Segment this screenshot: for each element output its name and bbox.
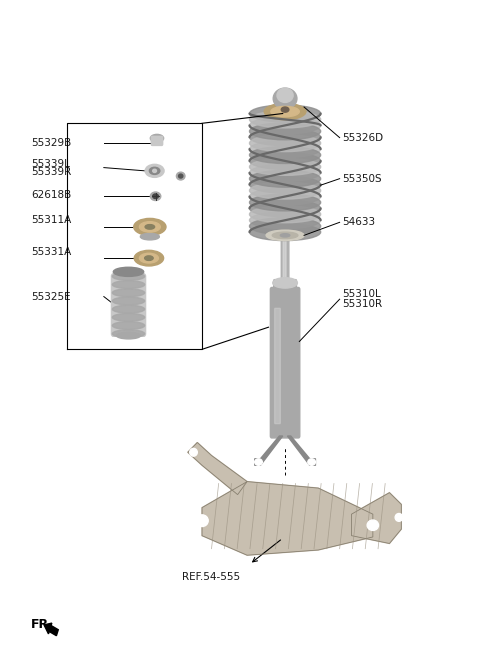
- Ellipse shape: [250, 206, 321, 223]
- Ellipse shape: [250, 158, 321, 175]
- Polygon shape: [288, 436, 315, 465]
- FancyArrow shape: [44, 623, 58, 636]
- Text: 55325E: 55325E: [31, 292, 71, 302]
- Ellipse shape: [250, 194, 321, 211]
- Ellipse shape: [250, 217, 321, 235]
- Ellipse shape: [134, 250, 164, 266]
- Text: 54633: 54633: [342, 217, 375, 227]
- Polygon shape: [255, 436, 283, 465]
- Ellipse shape: [150, 135, 164, 142]
- FancyBboxPatch shape: [111, 274, 145, 336]
- Ellipse shape: [308, 459, 315, 465]
- Ellipse shape: [139, 221, 160, 232]
- Ellipse shape: [145, 164, 164, 177]
- Ellipse shape: [281, 107, 289, 112]
- Ellipse shape: [250, 117, 321, 134]
- Ellipse shape: [250, 111, 321, 128]
- Ellipse shape: [149, 168, 160, 174]
- Ellipse shape: [112, 297, 144, 305]
- FancyBboxPatch shape: [270, 288, 300, 438]
- FancyBboxPatch shape: [283, 116, 286, 281]
- Text: REF.54-555: REF.54-555: [182, 572, 240, 582]
- Ellipse shape: [250, 141, 321, 158]
- Ellipse shape: [144, 256, 153, 260]
- Ellipse shape: [113, 267, 144, 277]
- Ellipse shape: [367, 520, 379, 530]
- Ellipse shape: [277, 88, 293, 102]
- Polygon shape: [202, 482, 373, 555]
- Ellipse shape: [196, 515, 208, 526]
- Text: FR.: FR.: [31, 618, 54, 631]
- Ellipse shape: [150, 192, 161, 200]
- Text: 55326D: 55326D: [342, 133, 383, 143]
- Text: 55329B: 55329B: [31, 138, 72, 148]
- Ellipse shape: [250, 152, 321, 170]
- Ellipse shape: [250, 188, 321, 205]
- Ellipse shape: [395, 514, 403, 521]
- Ellipse shape: [112, 322, 144, 329]
- Ellipse shape: [140, 233, 159, 240]
- Text: 62618B: 62618B: [31, 190, 72, 200]
- Ellipse shape: [139, 253, 158, 263]
- Text: 55310L: 55310L: [342, 289, 381, 299]
- Ellipse shape: [273, 88, 297, 109]
- Ellipse shape: [250, 170, 321, 187]
- Ellipse shape: [250, 164, 321, 181]
- Ellipse shape: [112, 281, 144, 288]
- Ellipse shape: [134, 218, 166, 235]
- Ellipse shape: [250, 212, 321, 229]
- Ellipse shape: [177, 172, 185, 180]
- Ellipse shape: [145, 225, 155, 229]
- Ellipse shape: [112, 306, 144, 313]
- Ellipse shape: [250, 105, 321, 122]
- Text: 55350S: 55350S: [342, 173, 382, 184]
- Ellipse shape: [250, 223, 321, 240]
- Ellipse shape: [112, 330, 144, 338]
- Text: 55339R: 55339R: [31, 167, 72, 177]
- Polygon shape: [188, 443, 247, 495]
- Ellipse shape: [250, 135, 321, 152]
- Polygon shape: [351, 493, 401, 543]
- Ellipse shape: [250, 129, 321, 146]
- Ellipse shape: [250, 182, 321, 199]
- Ellipse shape: [264, 103, 306, 120]
- Ellipse shape: [112, 313, 144, 321]
- Ellipse shape: [273, 278, 298, 288]
- Ellipse shape: [250, 176, 321, 193]
- Text: 55310R: 55310R: [342, 299, 382, 309]
- Ellipse shape: [266, 230, 304, 240]
- FancyBboxPatch shape: [151, 136, 163, 145]
- Ellipse shape: [272, 232, 298, 238]
- Ellipse shape: [117, 332, 140, 339]
- Ellipse shape: [112, 289, 144, 297]
- Ellipse shape: [280, 234, 290, 237]
- Ellipse shape: [271, 106, 300, 117]
- Ellipse shape: [250, 200, 321, 217]
- Text: 55331A: 55331A: [31, 247, 72, 258]
- Ellipse shape: [112, 273, 144, 281]
- FancyBboxPatch shape: [274, 280, 297, 294]
- Ellipse shape: [190, 448, 197, 456]
- Ellipse shape: [179, 174, 183, 178]
- Ellipse shape: [255, 459, 262, 465]
- FancyBboxPatch shape: [275, 308, 280, 424]
- Text: 55311A: 55311A: [31, 215, 72, 225]
- Ellipse shape: [153, 194, 158, 198]
- FancyBboxPatch shape: [281, 110, 289, 287]
- Ellipse shape: [250, 147, 321, 164]
- Ellipse shape: [153, 170, 156, 173]
- Ellipse shape: [250, 123, 321, 140]
- Text: 55339L: 55339L: [31, 159, 70, 169]
